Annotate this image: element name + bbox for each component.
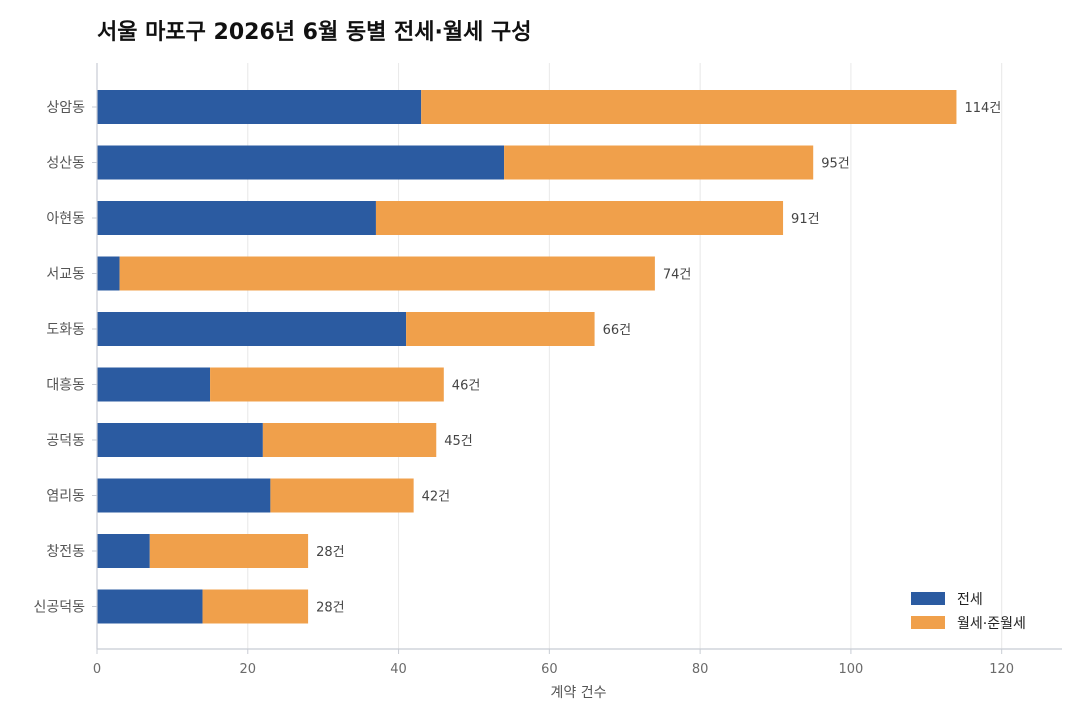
bar-wolse xyxy=(202,589,309,624)
total-labels: 114건 95건 91건 74건 66건 46건 45건 42건 28건 28건 xyxy=(316,101,1001,616)
bar-jeonse xyxy=(97,90,422,124)
y-tick-label: 상암동 xyxy=(46,100,85,116)
y-tick-label: 아현동 xyxy=(46,211,85,227)
y-tick-label: 대흥동 xyxy=(46,378,85,394)
bar-wolse xyxy=(210,367,444,402)
total-label: 46건 xyxy=(452,379,481,394)
bar-jeonse xyxy=(97,201,376,235)
total-label: 42건 xyxy=(422,490,451,505)
total-label: 91건 xyxy=(791,212,820,227)
bar-wolse xyxy=(270,478,414,513)
bars xyxy=(97,90,957,624)
bar-jeonse xyxy=(97,256,120,291)
total-label: 66건 xyxy=(603,323,632,338)
legend-swatch-wolse xyxy=(911,616,945,629)
bar-wolse xyxy=(406,312,595,346)
x-tick-label: 100 xyxy=(838,662,863,677)
bar-wolse xyxy=(375,201,784,235)
bar-wolse xyxy=(421,90,957,124)
x-tick-label: 60 xyxy=(541,662,558,677)
y-tick-label: 염리동 xyxy=(46,489,85,505)
bar-jeonse xyxy=(97,478,271,513)
legend-label-wolse: 월세·준월세 xyxy=(957,616,1026,632)
total-label: 28건 xyxy=(316,545,345,560)
bar-wolse xyxy=(149,534,309,568)
x-tick-label: 0 xyxy=(93,662,101,677)
y-tick-label: 창전동 xyxy=(46,544,85,560)
y-tick-label: 서교동 xyxy=(46,267,85,283)
x-axis-label: 계약 건수 xyxy=(551,685,607,701)
total-label: 45건 xyxy=(444,434,473,449)
bar-wolse xyxy=(119,256,655,291)
total-label: 28건 xyxy=(316,601,345,616)
bar-jeonse xyxy=(97,534,150,568)
y-tick-label: 신공덕동 xyxy=(33,600,85,616)
bar-jeonse xyxy=(97,367,211,402)
bar-jeonse xyxy=(97,589,203,624)
y-tick-label: 성산동 xyxy=(46,156,85,172)
y-tick-label: 공덕동 xyxy=(46,433,85,449)
x-tick-label: 80 xyxy=(692,662,709,677)
bar-jeonse xyxy=(97,423,263,457)
bar-jeonse xyxy=(97,145,505,180)
total-label: 114건 xyxy=(964,101,1001,116)
legend-label-jeonse: 전세 xyxy=(957,592,983,608)
x-axis: 0 20 40 60 80 100 120 xyxy=(93,648,1062,677)
x-tick-label: 20 xyxy=(240,662,257,677)
bar-jeonse xyxy=(97,312,407,346)
x-tick-label: 40 xyxy=(390,662,407,677)
bar-wolse xyxy=(262,423,437,457)
total-label: 74건 xyxy=(663,268,692,283)
total-label: 95건 xyxy=(821,157,850,172)
x-tick-label: 120 xyxy=(989,662,1014,677)
bar-wolse xyxy=(504,145,814,180)
chart-title: 서울 마포구 2026년 6월 동별 전세·월세 구성 xyxy=(97,20,532,45)
y-tick-label: 도화동 xyxy=(46,322,85,338)
legend-swatch-jeonse xyxy=(911,592,945,605)
